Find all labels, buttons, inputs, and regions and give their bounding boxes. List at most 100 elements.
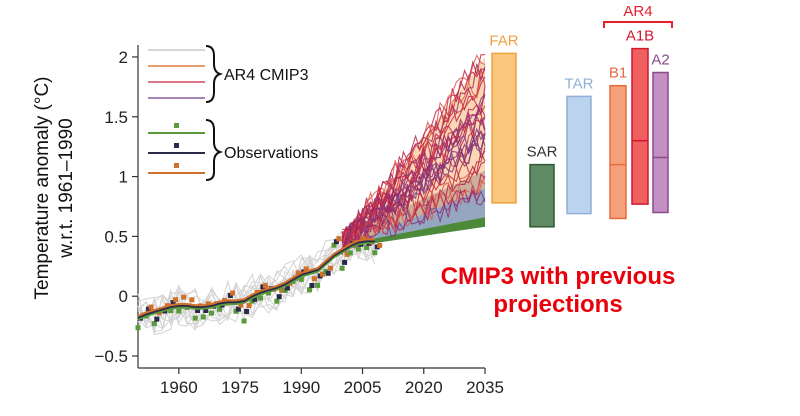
observation-point [325, 270, 331, 276]
legend-obs-label: Observations [224, 145, 318, 162]
observation-point [377, 242, 383, 248]
historical-model-line [137, 231, 376, 329]
observation-point [168, 308, 174, 314]
projection-model-line [341, 86, 486, 247]
legend-obs-square [174, 163, 179, 168]
observation-point [309, 283, 315, 288]
observation-point [347, 250, 353, 256]
caption-line2: projections [493, 291, 623, 318]
projection-model-line [342, 68, 486, 240]
observation-point [246, 303, 252, 309]
observation-point [148, 304, 154, 310]
ar4-bracket: AR4 [603, 3, 673, 28]
assessment-bar-label: TAR [565, 75, 594, 92]
observation-point [315, 282, 321, 288]
y-tick-label: 1 [119, 168, 128, 187]
y-tick-label: 0.5 [104, 227, 128, 246]
observation-point [274, 298, 280, 304]
x-axis-ticks: 1960 1975 1990 2005 2020 2035 [160, 368, 504, 397]
projection-model-line [341, 137, 486, 245]
x-tick-label: 2005 [344, 378, 382, 397]
legend-model-brace [205, 45, 224, 103]
ylabel-line1: Temperature anomaly (°C) [32, 76, 53, 299]
observation-point [372, 250, 378, 256]
observation-smooth-line [137, 242, 375, 321]
legend-model-label: AR4 CMIP3 [224, 67, 309, 84]
ar4-bracket-label: AR4 [623, 3, 652, 20]
observation-point [135, 325, 141, 331]
observation-point [181, 294, 187, 300]
ylabel-line2: w.r.t. 1961–1990 [56, 118, 77, 258]
observation-point [217, 306, 223, 312]
projection-model-line [341, 93, 486, 252]
observation-point [279, 287, 285, 293]
observation-point [342, 259, 348, 265]
observation-point [262, 283, 268, 289]
observation-point [244, 309, 250, 314]
assessment-bar-label: FAR [489, 32, 518, 49]
y-tick-label: −0.5 [94, 347, 128, 366]
observation-point [364, 245, 370, 251]
observation-point [328, 265, 334, 271]
observation-point [295, 270, 301, 276]
projection-model-line [341, 173, 486, 254]
legend-obs-square [174, 123, 179, 128]
observation-point [331, 242, 337, 248]
model-simulation-lines [137, 224, 376, 335]
projection-model-line [341, 107, 486, 256]
observation-point [200, 314, 206, 320]
assessment-bar [652, 71, 669, 214]
chart-caption: CMIP3 with previous projections [398, 263, 718, 319]
observation-point [320, 271, 325, 277]
observation-point [360, 236, 366, 242]
x-tick-label: 2020 [405, 378, 443, 397]
observation-point [209, 310, 214, 316]
ar4-bracket-line [603, 21, 673, 28]
observation-point [258, 295, 263, 301]
assessment-bar-label: A1B [626, 28, 654, 45]
legend-observation-marks [148, 123, 205, 174]
observation-point [192, 315, 198, 321]
observations-series [135, 236, 383, 331]
observation-point [298, 276, 304, 282]
projection-fan [341, 54, 486, 256]
legend-model-lines [148, 49, 205, 99]
projection-model-line [341, 132, 486, 252]
assessment-bar [631, 47, 649, 205]
observation-point [154, 316, 160, 322]
observation-point [307, 287, 312, 293]
assessment-bar-label: A2 [651, 52, 669, 69]
observation-point [311, 276, 317, 282]
observation-point [355, 246, 361, 252]
observation-point [339, 265, 345, 271]
observation-point [303, 266, 309, 272]
observation-point [151, 321, 157, 327]
caption-line1: CMIP3 with previous [440, 263, 676, 290]
observation-point [336, 236, 342, 242]
x-tick-label: 2035 [466, 378, 504, 397]
assessment-bar [566, 95, 592, 215]
observation-point [235, 306, 241, 312]
assessment-bars: FAR SAR TAR B1 A1B A2 [489, 28, 670, 228]
projection-model-line [341, 147, 486, 247]
x-tick-label: 1990 [282, 378, 320, 397]
assessment-bar-label: SAR [527, 144, 558, 161]
historical-model-line [137, 228, 376, 329]
observation-point [173, 297, 179, 303]
legend: AR4 CMIP3 Observations [148, 45, 318, 181]
observation-point [176, 308, 182, 314]
historical-model-line [137, 225, 376, 328]
observation-point [203, 308, 209, 313]
observation-point [252, 296, 258, 302]
assessment-bar [529, 163, 555, 228]
y-tick-label: 2 [119, 48, 128, 67]
observation-point [344, 251, 350, 257]
y-axis-label: Temperature anomaly (°C) w.r.t. 1961–199… [32, 76, 77, 299]
legend-obs-brace [205, 119, 224, 181]
observation-point [170, 300, 176, 306]
observation-smooth-line [137, 240, 375, 319]
observation-smooth-line [137, 238, 375, 317]
projection-model-line [341, 189, 486, 255]
y-tick-label: 1.5 [104, 108, 128, 127]
